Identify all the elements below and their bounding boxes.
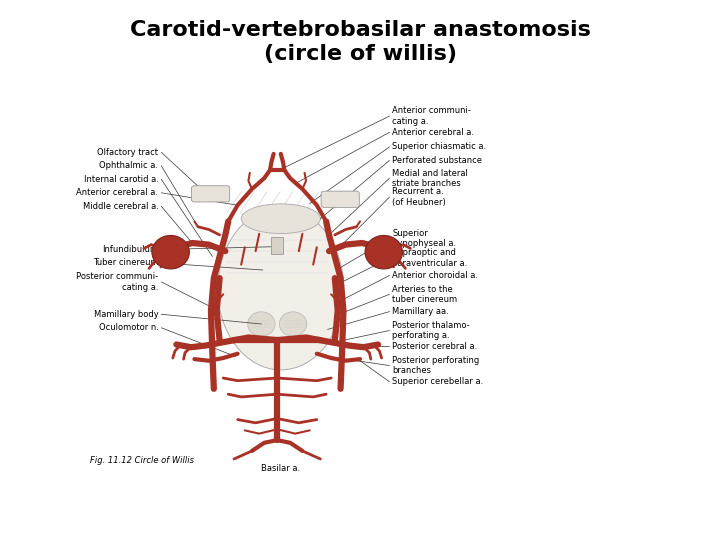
Text: Posterior perforating
branches: Posterior perforating branches bbox=[392, 356, 480, 375]
FancyBboxPatch shape bbox=[271, 237, 283, 254]
Text: Carotid-vertebrobasilar anastomosis: Carotid-vertebrobasilar anastomosis bbox=[130, 19, 590, 40]
Ellipse shape bbox=[218, 208, 344, 370]
Text: Perforated substance: Perforated substance bbox=[392, 156, 482, 165]
Ellipse shape bbox=[248, 312, 275, 336]
FancyBboxPatch shape bbox=[192, 186, 230, 202]
Ellipse shape bbox=[241, 204, 320, 233]
Ellipse shape bbox=[279, 312, 307, 336]
FancyBboxPatch shape bbox=[321, 191, 359, 207]
Text: (circle of willis): (circle of willis) bbox=[264, 44, 456, 64]
Text: Superior chiasmatic a.: Superior chiasmatic a. bbox=[392, 143, 487, 151]
Text: Oculomotor n.: Oculomotor n. bbox=[99, 323, 158, 332]
Text: Posterior cerebral a.: Posterior cerebral a. bbox=[392, 342, 477, 351]
Text: Middle cerebral a.: Middle cerebral a. bbox=[83, 202, 158, 211]
Text: Tuber cinereum: Tuber cinereum bbox=[93, 259, 158, 267]
Text: Posterior thalamo-
perforating a.: Posterior thalamo- perforating a. bbox=[392, 321, 470, 340]
Text: Superior
hypophyseal a.: Superior hypophyseal a. bbox=[392, 229, 456, 248]
Text: Supraoptic and
paraventricular a.: Supraoptic and paraventricular a. bbox=[392, 248, 468, 268]
Text: Internal carotid a.: Internal carotid a. bbox=[84, 175, 158, 184]
Text: Mamillary body: Mamillary body bbox=[94, 310, 158, 319]
Ellipse shape bbox=[365, 235, 402, 269]
Text: Recurrent a.
(of Heubner): Recurrent a. (of Heubner) bbox=[392, 187, 446, 207]
Text: Anterior communi-
cating a.: Anterior communi- cating a. bbox=[392, 106, 472, 126]
Text: Basilar a.: Basilar a. bbox=[261, 464, 300, 474]
Text: Anterior cerebral a.: Anterior cerebral a. bbox=[76, 188, 158, 197]
Text: Anterior cerebral a.: Anterior cerebral a. bbox=[392, 128, 474, 137]
Text: Olfactory tract: Olfactory tract bbox=[97, 148, 158, 157]
Text: Medial and lateral
striate branches: Medial and lateral striate branches bbox=[392, 168, 468, 188]
Text: Fig. 11.12 Circle of Willis: Fig. 11.12 Circle of Willis bbox=[90, 456, 194, 464]
Text: Anterior choroidal a.: Anterior choroidal a. bbox=[392, 271, 478, 280]
Text: Posterior communi-
cating a.: Posterior communi- cating a. bbox=[76, 272, 158, 292]
Text: Ophthalmic a.: Ophthalmic a. bbox=[99, 161, 158, 170]
Text: Infundibulum: Infundibulum bbox=[102, 245, 158, 254]
Text: Mamillary aa.: Mamillary aa. bbox=[392, 307, 449, 316]
Text: Arteries to the
tuber cinereum: Arteries to the tuber cinereum bbox=[392, 285, 457, 304]
Ellipse shape bbox=[152, 235, 189, 269]
Text: Superior cerebellar a.: Superior cerebellar a. bbox=[392, 377, 484, 386]
